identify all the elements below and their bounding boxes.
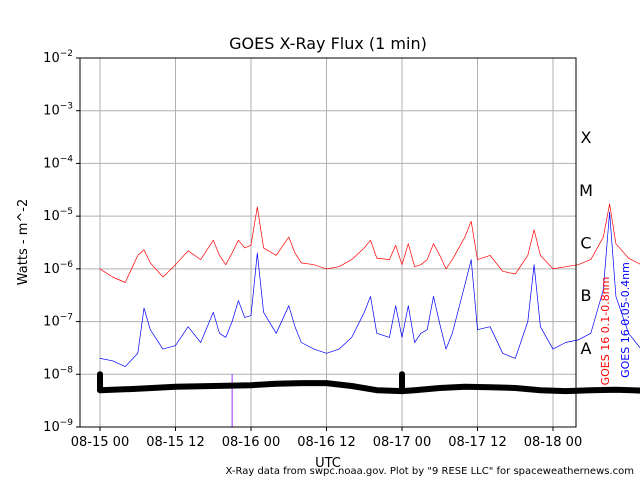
chart-title: GOES X-Ray Flux (1 min): [229, 34, 427, 53]
y-tick-label: 10−4: [43, 154, 73, 171]
y-tick-label: 10−5: [43, 207, 73, 224]
plot-area: [97, 203, 640, 427]
flare-class-label: X: [581, 128, 592, 147]
flare-class-labels: X M C B A: [579, 128, 593, 358]
y-axis-label: Watts - m^-2: [16, 199, 31, 285]
x-tick-label: 08-17 00: [373, 435, 431, 450]
flare-class-label: C: [580, 234, 591, 253]
series-line-long-channel: [99, 203, 640, 283]
x-tick-label: 08-17 12: [448, 435, 506, 450]
flare-class-label: A: [581, 339, 592, 358]
plot-frame: [79, 57, 577, 428]
series-line-black: [97, 380, 640, 395]
x-tick-label: 08-15 12: [146, 435, 204, 450]
y-tick-label: 10−8: [43, 365, 73, 382]
y-tick-label: 10−2: [43, 49, 73, 66]
grid-lines: [80, 58, 576, 427]
y-axis-ticks: 10−9 10−8 10−7 10−6 10−5 10−4 10−3 10−2: [43, 49, 80, 435]
x-tick-label: 08-16 12: [297, 435, 355, 450]
x-axis-ticks: 08-15 00 08-15 12 08-16 00 08-16 12 08-17 00…: [71, 427, 582, 450]
y-tick-label: 10−6: [43, 260, 73, 277]
y-tick-label: 10−9: [43, 418, 73, 435]
flare-class-label: M: [579, 181, 593, 200]
x-tick-label: 08-15 00: [71, 435, 129, 450]
legend-short-channel: GOES 16 0.05-0.4nm: [619, 262, 632, 378]
flare-class-label: B: [581, 286, 592, 305]
data-source-note: X-Ray data from swpc.noaa.gov. Plot by "…: [226, 466, 634, 477]
x-axis-label: UTC: [315, 456, 341, 471]
y-tick-label: 10−7: [43, 313, 73, 330]
x-tick-label: 08-16 00: [222, 435, 280, 450]
legend-long-channel: GOES 16 0.1-0.8nm: [599, 277, 612, 386]
y-tick-label: 10−3: [43, 102, 73, 119]
series-line-short-channel: [99, 211, 640, 367]
x-tick-label: 08-18 00: [524, 435, 582, 450]
